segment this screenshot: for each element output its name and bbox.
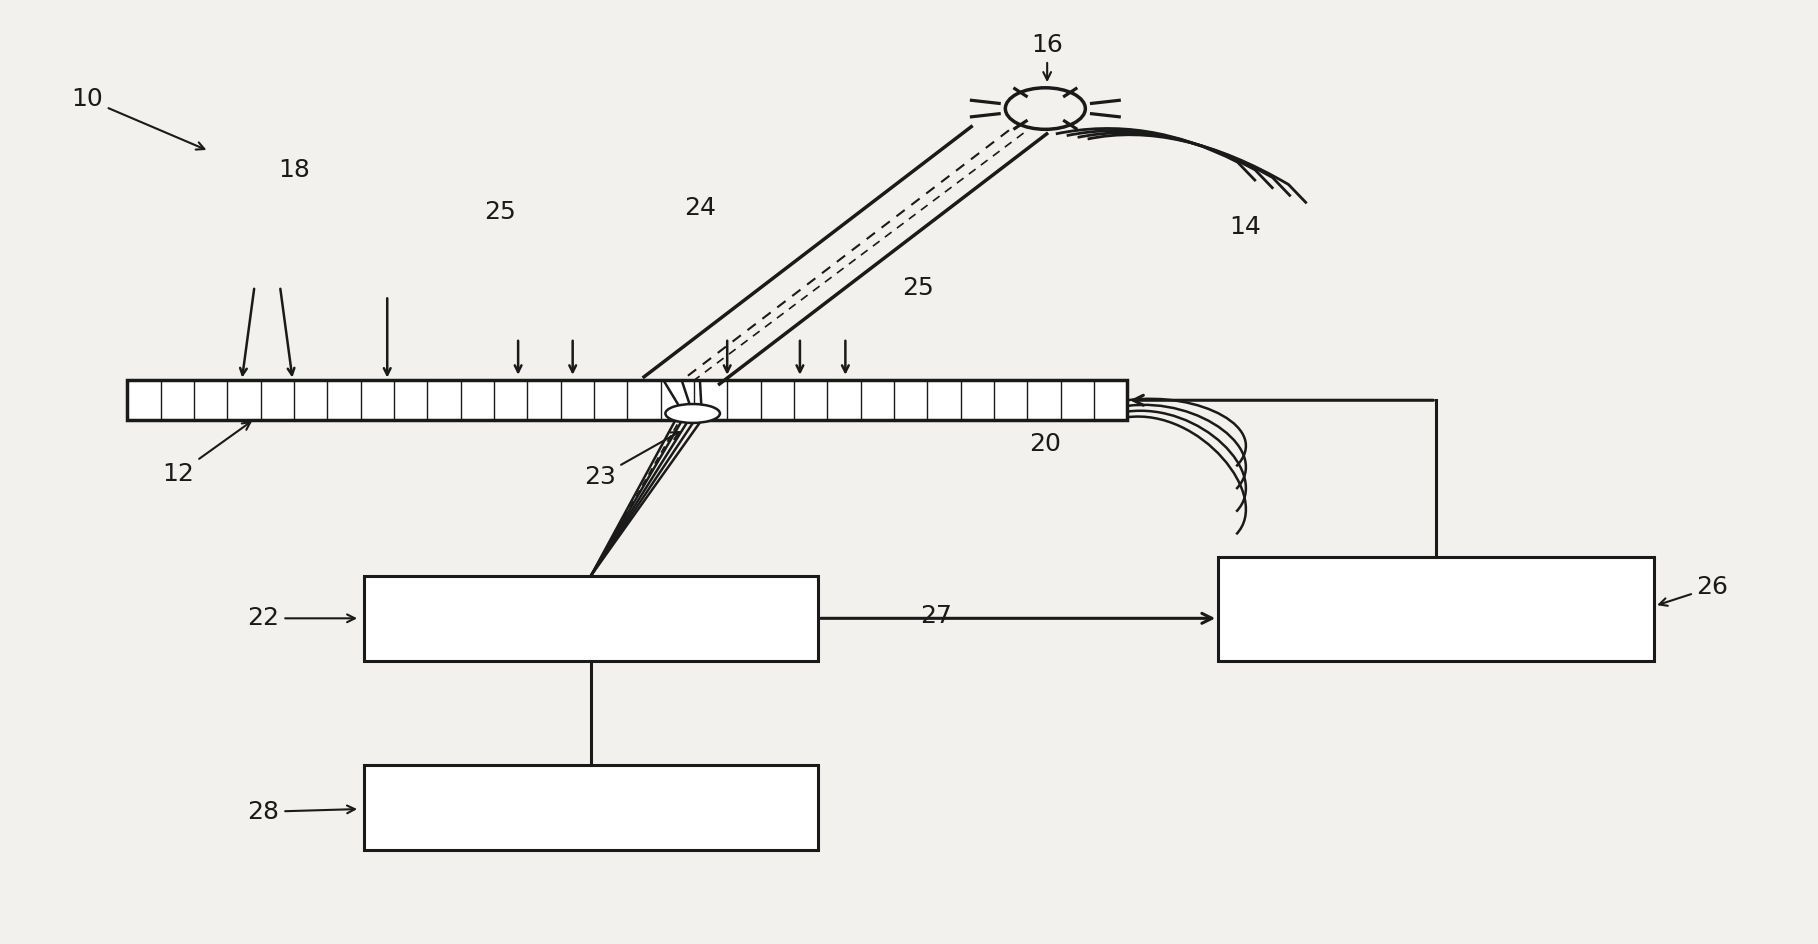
Text: 20: 20 xyxy=(1029,431,1062,456)
Bar xyxy=(127,380,1127,420)
Text: 18: 18 xyxy=(278,158,311,182)
Text: 23: 23 xyxy=(584,432,680,489)
Text: 10: 10 xyxy=(71,87,204,149)
Text: 14: 14 xyxy=(1229,214,1262,239)
Text: 25: 25 xyxy=(484,200,516,225)
Text: SENSOR: SENSOR xyxy=(522,604,660,632)
Text: 12: 12 xyxy=(162,422,251,486)
Ellipse shape xyxy=(665,404,720,423)
FancyBboxPatch shape xyxy=(364,765,818,850)
Text: 16: 16 xyxy=(1031,33,1064,80)
Text: 25: 25 xyxy=(902,276,934,300)
Text: 26: 26 xyxy=(1660,575,1729,606)
FancyBboxPatch shape xyxy=(364,576,818,661)
Text: FILTER MATRIX
CONTROLLER: FILTER MATRIX CONTROLLER xyxy=(1309,575,1563,643)
Text: 24: 24 xyxy=(684,195,716,220)
Text: 28: 28 xyxy=(247,800,355,824)
FancyBboxPatch shape xyxy=(1218,557,1654,661)
Text: 22: 22 xyxy=(247,606,355,631)
Text: PROCESSOR: PROCESSOR xyxy=(487,793,694,821)
Text: 27: 27 xyxy=(920,604,953,629)
